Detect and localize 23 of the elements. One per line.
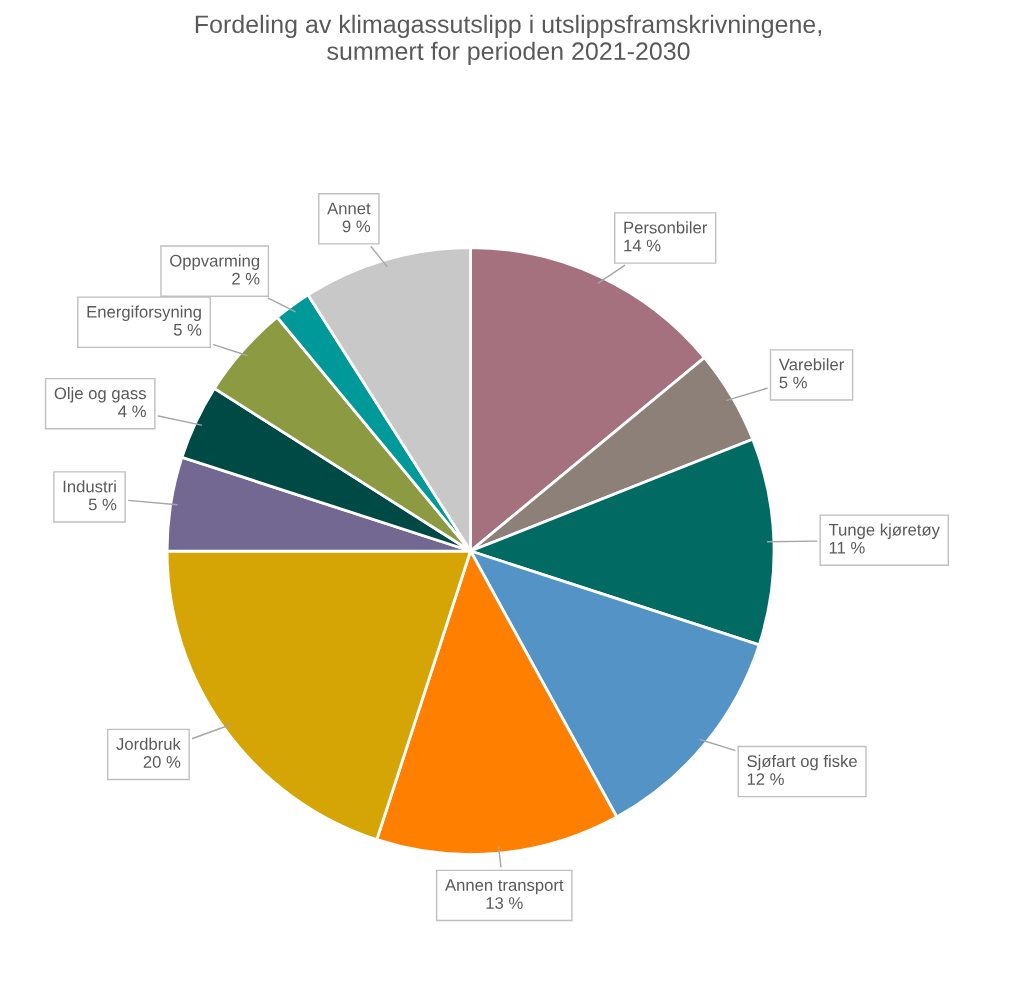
slice-label: Jordbruk xyxy=(116,737,181,750)
data-label: 2 % xyxy=(232,272,260,285)
slice-label: Annen transport xyxy=(445,879,564,895)
data-label: 4 % xyxy=(118,405,146,418)
slice-label: Sjøfart og fiske xyxy=(747,754,857,771)
data-label: 5 % xyxy=(779,376,807,389)
data-label: 14 % xyxy=(624,239,661,252)
slice-label: Industri xyxy=(63,480,116,493)
data-label: 20 % xyxy=(143,756,181,768)
data-label: 5 % xyxy=(173,323,202,336)
slice-label: Varebiler xyxy=(778,358,844,371)
slice-label: Oppvarming xyxy=(170,254,259,270)
data-label: 12 % xyxy=(747,773,784,785)
slice-label: Energiforsyning xyxy=(87,305,201,322)
slice-label: Personbiler xyxy=(624,221,708,234)
chart-title: Fordeling av klimagassutslipp i utslippsframskrivningene, summert for perioden 2021-2030 xyxy=(195,14,821,65)
data-label: 11 % xyxy=(829,541,865,554)
data-label: 9 % xyxy=(342,220,371,233)
slice-label: Tunge kjøretøy xyxy=(828,523,940,539)
slice-label: Annet xyxy=(327,202,371,215)
data-label: 13 % xyxy=(486,897,523,909)
slice-label: Olje og gass xyxy=(54,386,146,403)
data-label: 5 % xyxy=(88,498,117,511)
